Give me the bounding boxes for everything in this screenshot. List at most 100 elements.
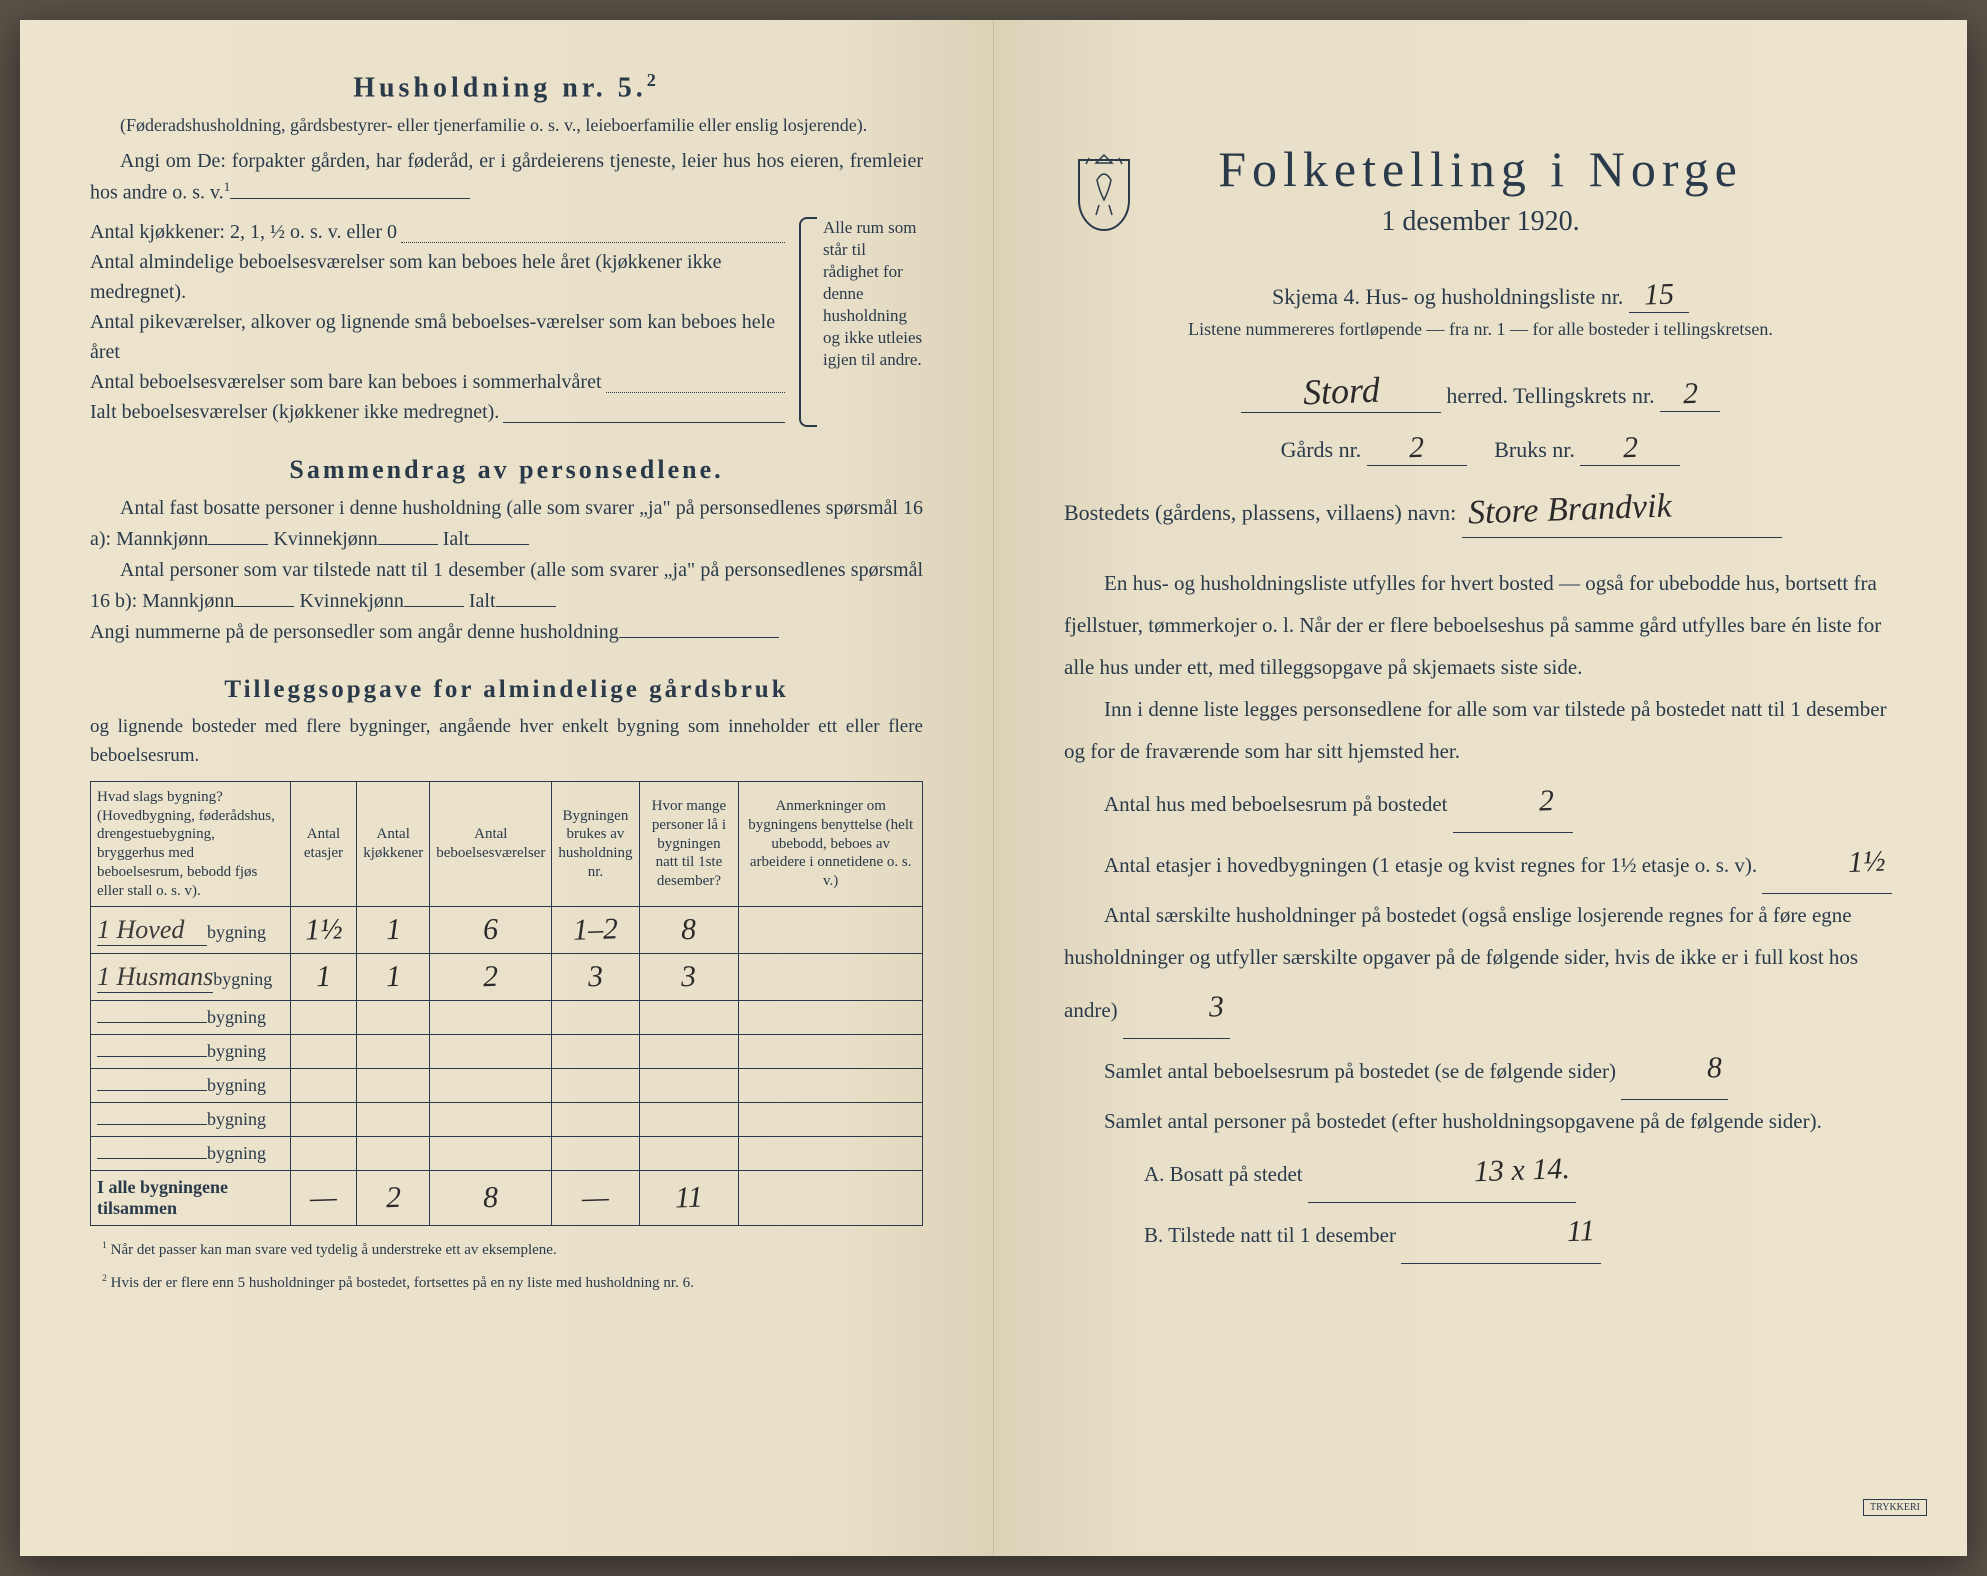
gards-val: 2 xyxy=(1403,431,1431,466)
coat-of-arms-icon xyxy=(1069,150,1139,240)
krets-val: 2 xyxy=(1676,377,1704,412)
cell xyxy=(739,1069,923,1103)
sammen-line3: Angi nummerne på de personsedler som ang… xyxy=(90,617,923,648)
qB-line: B. Tilstede natt til 1 desember 11 xyxy=(1064,1203,1897,1264)
total-0: — xyxy=(304,1181,344,1216)
row-label: bygning xyxy=(91,1137,291,1171)
th-1: Antal etasjer xyxy=(290,781,357,907)
q1-val: 2 xyxy=(1492,771,1561,833)
skjema-label: Skjema 4. Hus- og husholdningsliste nr. xyxy=(1272,284,1623,309)
cell xyxy=(552,1001,639,1035)
cell xyxy=(739,1137,923,1171)
th-6: Anmerkninger om bygningens benyttelse (h… xyxy=(739,781,923,907)
q2-label: Antal etasjer i hovedbygningen (1 etasje… xyxy=(1104,853,1757,877)
th-5: Hvor mange personer lå i bygningen natt … xyxy=(639,781,739,907)
total-5 xyxy=(739,1171,923,1226)
main-title: Folketelling i Norge xyxy=(1064,140,1897,198)
skjema-val: 15 xyxy=(1637,277,1680,312)
q5-line: Samlet antal personer på bostedet (efter… xyxy=(1064,1100,1897,1142)
herred-val: Stord xyxy=(1296,368,1386,413)
cell: 1 xyxy=(290,954,357,1001)
table-total-row: I alle bygningene tilsammen — 2 8 — 11 xyxy=(91,1171,923,1226)
cell xyxy=(552,1103,639,1137)
cell xyxy=(430,1001,552,1035)
cell xyxy=(639,1001,739,1035)
kjokken-line: Antal kjøkkener: 2, 1, ½ o. s. v. eller … xyxy=(90,217,789,247)
cell xyxy=(357,1069,430,1103)
cell xyxy=(290,1137,357,1171)
room-label-2: Antal beboelsesværelser som bare kan beb… xyxy=(90,367,602,397)
gards-label: Gårds nr. xyxy=(1281,437,1362,462)
q3-val: 3 xyxy=(1162,977,1231,1039)
total-1: 2 xyxy=(379,1181,407,1216)
total-4: 11 xyxy=(668,1181,709,1216)
cell xyxy=(739,1035,923,1069)
para2: Inn i denne liste legges personsedlene f… xyxy=(1064,688,1897,772)
cell xyxy=(430,1137,552,1171)
cell xyxy=(357,1001,430,1035)
bracket-note: Alle rum som står til rådighet for denne… xyxy=(823,217,923,427)
room-line-2: Antal beboelsesværelser som bare kan beb… xyxy=(90,367,789,397)
cell xyxy=(430,1069,552,1103)
row-label: bygning xyxy=(91,1069,291,1103)
total-2: 8 xyxy=(477,1181,505,1216)
footnote-1: 1 Når det passer kan man svare ved tydel… xyxy=(90,1240,923,1259)
room-label-0: Antal almindelige beboelsesværelser som … xyxy=(90,247,781,307)
row-label: 1 Hovedbygning xyxy=(91,907,291,954)
q2-line: Antal etasjer i hovedbygningen (1 etasje… xyxy=(1064,833,1897,894)
cell: 1–2 xyxy=(552,907,639,954)
building-table: Hvad slags bygning? (Hovedbygning, føder… xyxy=(90,781,923,1227)
table-row: 1 Husmansbygning11233 xyxy=(91,954,923,1001)
sammen-l2b: Kvinnekjønn xyxy=(299,590,403,612)
qB-label: B. Tilstede natt til 1 desember xyxy=(1144,1223,1396,1247)
cell xyxy=(290,1069,357,1103)
hh5-title: Husholdning nr. 5.2 xyxy=(90,70,923,104)
left-page: Husholdning nr. 5.2 (Føderadshusholdning… xyxy=(20,20,994,1556)
cell: 8 xyxy=(639,907,739,954)
row-label: 1 Husmansbygning xyxy=(91,954,291,1001)
cell xyxy=(357,1137,430,1171)
qA-val: 13 x 14. xyxy=(1387,1138,1577,1205)
room-line-1: Antal pikeværelser, alkover og lignende … xyxy=(90,307,789,367)
table-row: bygning xyxy=(91,1035,923,1069)
cell xyxy=(639,1137,739,1171)
ialt-label: Ialt beboelsesværelser (kjøkkener ikke m… xyxy=(90,397,499,427)
cell: 1½ xyxy=(290,907,357,954)
hh5-sup: 2 xyxy=(647,70,660,90)
cell xyxy=(639,1069,739,1103)
total-3: — xyxy=(575,1181,615,1216)
th-0: Hvad slags bygning? (Hovedbygning, føder… xyxy=(91,781,291,907)
cell: 6 xyxy=(430,907,552,954)
q4-line: Samlet antal beboelsesrum på bostedet (s… xyxy=(1064,1039,1897,1100)
table-body: 1 Hovedbygning1½1 61–281 Husmansbygning11… xyxy=(91,907,923,1171)
hh5-title-text: Husholdning nr. 5. xyxy=(353,72,647,103)
q1-label: Antal hus med beboelsesrum på bostedet xyxy=(1104,792,1448,816)
bruks-label: Bruks nr. xyxy=(1494,437,1575,462)
q3-line: Antal særskilte husholdninger på bostede… xyxy=(1064,894,1897,1039)
cell xyxy=(552,1137,639,1171)
table-row: bygning xyxy=(91,1069,923,1103)
row-label: bygning xyxy=(91,1103,291,1137)
q2-val: 1½ xyxy=(1801,831,1893,894)
kjokken-label: Antal kjøkkener: 2, 1, ½ o. s. v. eller … xyxy=(90,217,397,247)
fn1-text: Når det passer kan man svare ved tydelig… xyxy=(111,1242,557,1258)
list-note: Listene nummereres fortløpende — fra nr.… xyxy=(1064,319,1897,340)
cell xyxy=(357,1035,430,1069)
cell xyxy=(357,1103,430,1137)
table-row: bygning xyxy=(91,1001,923,1035)
sammen-line2: Antal personer som var tilstede natt til… xyxy=(90,555,923,617)
row-label: bygning xyxy=(91,1001,291,1035)
th-2: Antal kjøkkener xyxy=(357,781,430,907)
cell xyxy=(552,1069,639,1103)
right-page: Folketelling i Norge 1 desember 1920. Sk… xyxy=(994,20,1967,1556)
room-line-0: Antal almindelige beboelsesværelser som … xyxy=(90,247,789,307)
cell: 3 xyxy=(639,954,739,1001)
cell xyxy=(430,1103,552,1137)
qB-val: 11 xyxy=(1480,1201,1602,1265)
th-4: Bygningen brukes av husholdning nr. xyxy=(552,781,639,907)
bracket-shape xyxy=(799,217,817,427)
cell: 3 xyxy=(552,954,639,1001)
ialt-line: Ialt beboelsesværelser (kjøkkener ikke m… xyxy=(90,397,789,427)
cell xyxy=(739,954,923,1001)
row-label: bygning xyxy=(91,1035,291,1069)
